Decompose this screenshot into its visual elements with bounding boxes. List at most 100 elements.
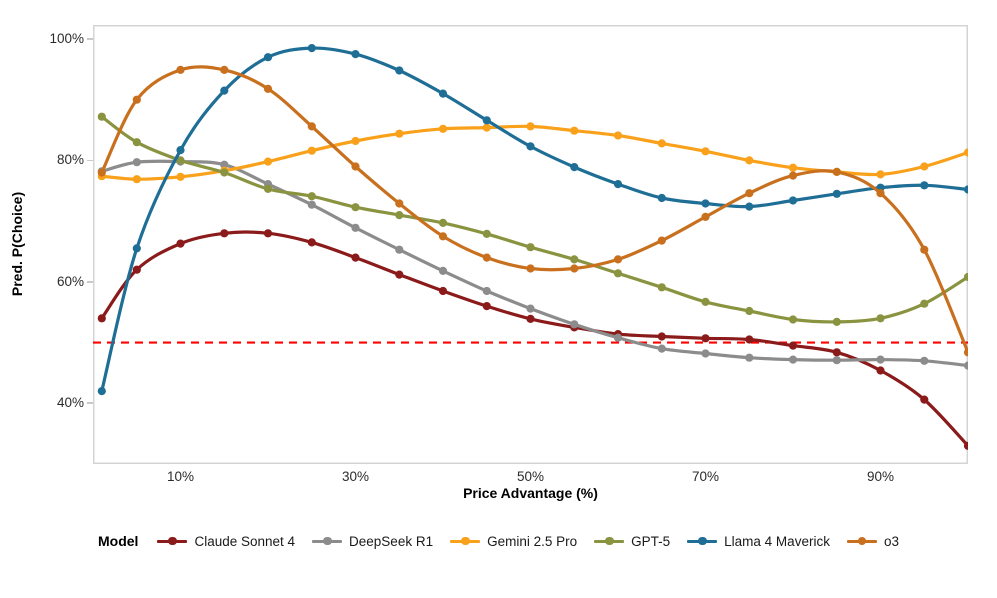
x-tick-label-90: 90% (866, 469, 895, 484)
data-point (876, 366, 885, 375)
data-point (526, 264, 535, 273)
data-point (176, 239, 185, 248)
data-point (395, 129, 404, 138)
data-point (745, 353, 754, 362)
y-tick-mark-100 (87, 38, 93, 40)
data-point (963, 185, 968, 194)
legend-key-icon (157, 536, 188, 546)
y-tick-mark-60 (87, 281, 93, 283)
data-point (788, 171, 798, 180)
series-points-gpt-5 (97, 112, 968, 326)
data-point (132, 244, 141, 253)
data-point (963, 441, 968, 450)
data-point (132, 158, 141, 167)
legend-label: DeepSeek R1 (349, 533, 434, 549)
data-point (395, 199, 404, 208)
data-point (832, 317, 841, 326)
series-line-claude-sonnet-4 (100, 230, 968, 448)
data-point (963, 361, 968, 370)
legend-item-claude-sonnet-4: Claude Sonnet 4 (157, 534, 295, 549)
data-point (526, 304, 535, 313)
data-point (613, 269, 623, 278)
data-point (920, 162, 929, 171)
data-point (526, 314, 535, 323)
x-tick-label-30: 30% (341, 469, 370, 484)
data-point (351, 253, 360, 262)
data-point (657, 283, 666, 292)
series-points-claude-sonnet-4 (97, 229, 968, 450)
x-axis-title: Price Advantage (%) (463, 485, 598, 501)
legend-key-icon (312, 536, 343, 546)
data-point (657, 344, 666, 353)
data-point (97, 387, 106, 396)
legend-label: o3 (883, 533, 899, 549)
data-point (220, 86, 229, 95)
data-point (963, 272, 968, 282)
data-point (788, 355, 798, 364)
data-point (220, 229, 229, 238)
data-point (307, 200, 316, 209)
data-point (351, 162, 360, 171)
data-point (613, 333, 623, 342)
data-point (220, 65, 229, 74)
legend-title: Model (98, 533, 139, 549)
data-point (570, 320, 579, 329)
data-point (438, 286, 448, 296)
data-point (263, 229, 273, 238)
data-point (788, 341, 798, 350)
data-point (701, 334, 710, 343)
data-point (263, 84, 273, 93)
legend-key-icon (687, 536, 718, 546)
y-tick-label-40: 40% (56, 395, 84, 411)
data-point (438, 232, 448, 241)
legend-key-dot (857, 536, 867, 546)
data-point (351, 50, 360, 59)
data-point (745, 202, 754, 211)
data-point (701, 199, 710, 208)
data-point (395, 245, 404, 254)
plot-area (93, 25, 968, 464)
legend-label: Claude Sonnet 4 (194, 533, 296, 549)
data-point (657, 139, 666, 148)
data-point (395, 211, 404, 220)
data-point (832, 167, 841, 176)
data-point (482, 302, 491, 311)
data-point (876, 170, 885, 179)
data-point (745, 156, 754, 165)
data-point (176, 172, 185, 181)
legend-item-gpt-5: GPT-5 (594, 534, 670, 549)
data-point (701, 212, 710, 221)
data-point (920, 245, 929, 254)
series-line-llama-4-maverick (100, 46, 968, 393)
data-point (613, 255, 623, 264)
data-point (97, 112, 106, 121)
data-point (876, 189, 885, 198)
legend-key-dot (605, 536, 614, 546)
data-point (526, 142, 535, 151)
data-point (745, 335, 754, 344)
legend-label: Llama 4 Maverick (724, 533, 830, 549)
data-point (482, 123, 491, 132)
data-point (526, 243, 535, 252)
data-point (132, 95, 141, 104)
data-point (920, 395, 929, 404)
data-point (482, 116, 491, 125)
legend-item-o3: o3 (846, 533, 899, 549)
data-point (176, 156, 185, 165)
data-point (745, 306, 754, 316)
legend-label: GPT-5 (631, 533, 671, 549)
data-point (438, 124, 448, 133)
data-point (745, 189, 754, 198)
data-point (963, 148, 968, 157)
legend-key-dot (323, 536, 332, 546)
x-tick-label-70: 70% (691, 469, 720, 484)
data-point (307, 146, 316, 155)
data-point (570, 163, 579, 172)
data-point (920, 181, 929, 190)
data-point (395, 66, 404, 75)
data-point (132, 175, 141, 184)
y-tick-label-80: 80% (56, 152, 84, 168)
data-point (570, 264, 579, 273)
data-point (788, 163, 798, 172)
series-points-o3 (97, 65, 968, 357)
